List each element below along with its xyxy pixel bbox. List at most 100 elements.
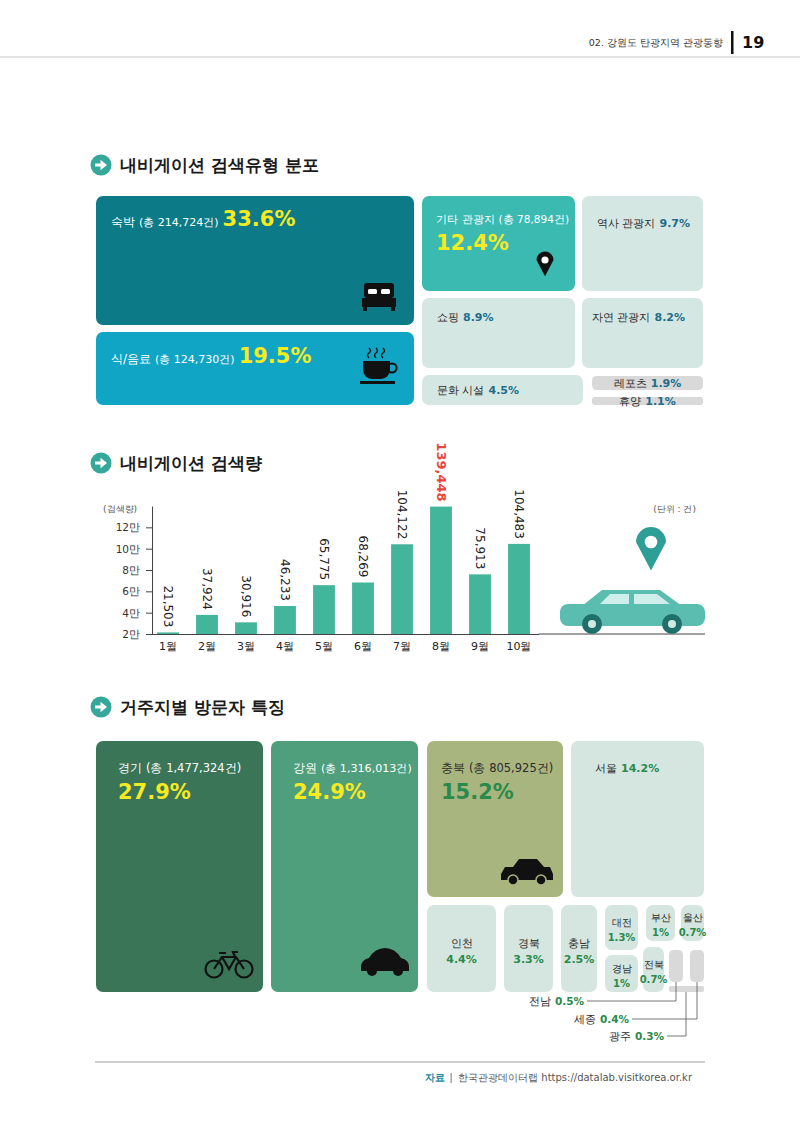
x-tick: 10월 — [507, 640, 532, 653]
section-heading: 내비게이션 검색유형 분포 — [120, 155, 319, 175]
data-label: 21,503 — [161, 585, 175, 627]
tile-name: 부산 — [651, 912, 671, 923]
tile — [427, 905, 496, 992]
leader-line — [667, 992, 686, 1036]
tile — [96, 196, 414, 325]
heading-arrow — [95, 702, 107, 712]
pin-body — [537, 252, 554, 277]
tile-total: (총 1,316,013건) — [321, 762, 412, 775]
tile — [582, 298, 703, 368]
tiles — [96, 196, 703, 405]
bar — [508, 544, 530, 634]
bike-frame — [214, 952, 244, 969]
tile-name: 세종 — [574, 1013, 596, 1025]
tile-value: 0.4% — [600, 1013, 630, 1025]
x-tick-label: 9월 — [471, 640, 489, 653]
car-wheel — [536, 875, 546, 885]
bar — [352, 583, 374, 634]
footer: 한국관광데이터랩 https://datalab.visitkorea.or.k… — [95, 1062, 705, 1083]
tile — [690, 950, 704, 982]
x-tick-label: 10월 — [507, 640, 532, 653]
y-tick-mark — [146, 613, 152, 614]
x-tick-label: 1월 — [159, 640, 177, 653]
heading: 내비게이션 검색유형 분포 — [91, 155, 319, 176]
car-wheel — [662, 614, 682, 634]
cup-steam — [375, 348, 378, 358]
x-tick-label: 6월 — [354, 640, 372, 653]
tile-name: 경기 — [118, 761, 142, 775]
bed-leg — [391, 307, 395, 311]
tile — [571, 741, 704, 897]
y-tick: 12만 — [116, 521, 152, 533]
bar — [157, 632, 179, 634]
tile-name: 충북 — [441, 761, 465, 775]
section-heading: 내비게이션 검색량 — [120, 453, 262, 473]
cup-saucer — [360, 381, 395, 384]
tile-name: 숙박 — [111, 215, 135, 229]
data-label: 104,483 — [512, 489, 526, 539]
car-wheel — [582, 614, 602, 634]
x-tick: 6월 — [354, 640, 372, 653]
cup-handle — [388, 364, 397, 373]
x-tick-label: 3월 — [237, 640, 255, 653]
x-axis-line — [149, 634, 539, 635]
tile-name: 인천 — [451, 937, 473, 950]
heading-arrow — [95, 458, 107, 468]
tile — [646, 905, 675, 941]
x-tick-label: 8월 — [432, 640, 450, 653]
car-window — [634, 594, 670, 604]
tile-name: 대전 — [612, 917, 632, 928]
section-heading: 거주지별 방문자 특징 — [120, 697, 285, 717]
tile-value: 15.2% — [441, 780, 514, 804]
tile-value: 0.7% — [679, 927, 707, 938]
tile-value: 2.5% — [564, 953, 595, 966]
data-label: 37,924 — [200, 568, 214, 610]
heading-icon — [91, 453, 112, 474]
x-tick: 2월 — [198, 640, 216, 653]
tile-name: 기타 관광지 — [436, 213, 495, 226]
data-label: 139,448 — [434, 442, 449, 501]
cup-steam — [382, 348, 385, 358]
cup-body — [363, 361, 390, 379]
tile-value: 4.4% — [446, 953, 477, 966]
tile — [96, 741, 263, 992]
tile-value: 1.9% — [651, 377, 682, 390]
x-axis: 1월2월3월4월5월6월7월8월9월10월 — [149, 635, 539, 653]
leader-line — [632, 982, 697, 1019]
tile-value: 33.6% — [223, 207, 296, 231]
y-tick: 2만 — [122, 628, 152, 640]
tile-name: 자연 관광지 — [592, 311, 651, 324]
treemap: 거주지별 방문자 특징경기(총 1,477,324건)27.9%강원(총 1,3… — [91, 697, 707, 1043]
pin-body — [636, 527, 666, 571]
tile — [271, 741, 418, 992]
tile-total: (총 805,925건) — [469, 761, 553, 775]
tile-name: 문화 시설 — [437, 384, 485, 397]
pin-icon — [537, 252, 554, 277]
tile — [669, 986, 704, 992]
y-tick: 10만 — [116, 543, 152, 555]
page: 02. 강원도 탄광지역 관광동향19내비게이션 검색유형 분포숙박(총 214… — [0, 0, 800, 1132]
tile-value: 12.4% — [436, 231, 509, 255]
y-tick-label: 2만 — [122, 628, 140, 640]
data-label: 68,269 — [356, 536, 370, 578]
data-label: 30,916 — [239, 575, 253, 617]
tile — [582, 196, 703, 291]
car-hub — [588, 620, 596, 628]
header-rule — [0, 57, 800, 58]
x-tick: 4월 — [276, 640, 294, 653]
y-tick: 4만 — [122, 607, 152, 619]
tile-value: 9.7% — [660, 217, 691, 230]
source-label: 자료 — [425, 1072, 445, 1083]
bar — [313, 585, 335, 634]
tile-value: 3.3% — [513, 953, 544, 966]
tile — [605, 905, 638, 950]
section-name: 02. 강원도 탄광지역 관광동향 — [589, 37, 723, 48]
tile-value: 0.5% — [555, 995, 585, 1007]
tile-name: 전북 — [644, 959, 664, 970]
x-tick: 9월 — [471, 640, 489, 653]
bars — [157, 507, 530, 634]
tile-value: 0.7% — [640, 974, 668, 985]
cup-steam — [368, 348, 371, 358]
page-number: 19 — [742, 33, 764, 52]
bar — [235, 622, 257, 634]
